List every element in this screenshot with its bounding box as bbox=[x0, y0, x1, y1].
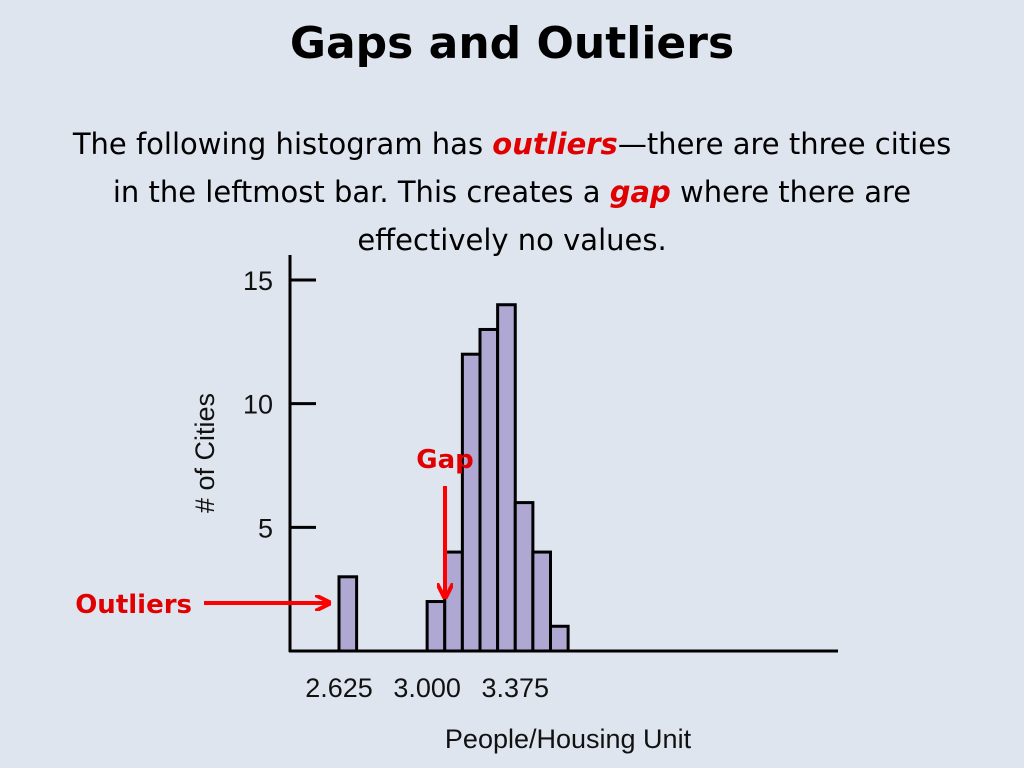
y-ticks-group: 5 10 15 bbox=[243, 266, 316, 543]
x-tick-label: 3.375 bbox=[481, 673, 549, 703]
y-axis-title: # of Cities bbox=[190, 393, 220, 513]
histogram-bar bbox=[443, 550, 464, 653]
body-text-part3: where there are effectively no values. bbox=[357, 175, 912, 257]
y-tick-label: 10 bbox=[243, 390, 273, 420]
histogram-bar bbox=[425, 600, 447, 653]
body-text-part1: The following histogram has bbox=[72, 127, 493, 161]
histogram-bar bbox=[549, 624, 570, 653]
slide-title: Gaps and Outliers bbox=[289, 18, 735, 69]
histogram-bar bbox=[513, 501, 535, 653]
histogram-bar bbox=[460, 352, 482, 653]
histogram-bar bbox=[478, 327, 500, 653]
bars-group bbox=[337, 303, 570, 653]
histogram-bar bbox=[531, 550, 552, 653]
outliers-label: Outliers bbox=[75, 590, 192, 620]
x-ticks-group: 2.625 3.000 3.375 bbox=[305, 673, 549, 703]
histogram-bar bbox=[496, 303, 517, 653]
gap-highlight: gap bbox=[609, 175, 671, 209]
x-tick-label: 2.625 bbox=[305, 673, 373, 703]
body-text-part2: —there are three cities in the leftmost … bbox=[112, 127, 952, 209]
histogram-bar bbox=[337, 575, 359, 653]
x-tick-label: 3.000 bbox=[393, 673, 461, 703]
outliers-highlight: outliers bbox=[492, 127, 618, 161]
x-axis-title: People/Housing Unit bbox=[445, 724, 692, 754]
gap-label: Gap bbox=[416, 445, 474, 475]
y-tick-label: 15 bbox=[243, 266, 273, 296]
body-text: The following histogram has outliers—the… bbox=[60, 120, 964, 264]
y-tick-label: 5 bbox=[258, 513, 273, 543]
